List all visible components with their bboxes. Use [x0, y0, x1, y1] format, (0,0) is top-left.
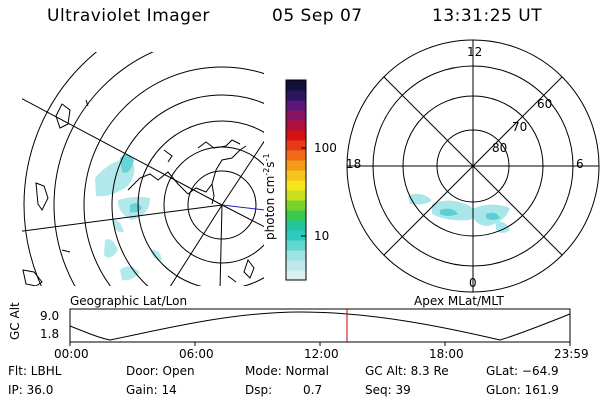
gain-status: Gain: 14	[126, 383, 177, 397]
aurora-emission-right	[408, 193, 510, 233]
date-label: 05 Sep 07	[272, 6, 363, 26]
timeline-ymin: 1.8	[40, 327, 60, 341]
dsp-value: 0.7	[303, 383, 323, 397]
colorbar-segment	[286, 110, 306, 121]
timeline-ymax: 9.0	[40, 309, 60, 323]
mlat-label-70: 70	[512, 120, 528, 134]
timeline-tick-2: 12:00	[304, 347, 339, 361]
meridian-lines	[22, 98, 264, 286]
coastlines	[22, 99, 255, 286]
colorbar-segment	[286, 150, 306, 161]
colorbar-segment	[286, 200, 306, 211]
polar-plot	[346, 39, 600, 293]
aurora-emission-left	[95, 154, 162, 281]
time-label: 13:31:25 UT	[432, 6, 543, 26]
colorbar-segment	[286, 80, 306, 91]
filter-status: Flt: LBHL	[8, 364, 62, 378]
timeline-tick-0: 00:00	[54, 347, 89, 361]
colorbar-segment	[286, 240, 306, 251]
colorbar-segment	[286, 100, 306, 111]
mlt-label-18: 18	[346, 157, 362, 171]
colorbar-segment	[286, 90, 306, 101]
colorbar-segment	[286, 130, 306, 141]
instrument-title: Ultraviolet Imager	[47, 6, 210, 26]
right-panel-caption: Apex MLat/MLT	[414, 294, 504, 308]
colorbar-segment	[286, 120, 306, 131]
seq-status: Seq: 39	[365, 383, 411, 397]
mode-status: Mode: Normal	[245, 364, 329, 378]
mlt-label-0: 0	[469, 276, 477, 290]
colorbar-tick-100: 100	[314, 141, 337, 155]
latitude-circles	[23, 52, 264, 286]
colorbar-tick-10: 10	[314, 229, 330, 243]
door-status: Door: Open	[126, 364, 195, 378]
colorbar-segment	[286, 220, 306, 231]
colorbar-segment	[286, 210, 306, 221]
geographic-map	[22, 52, 264, 286]
colorbar-segment	[286, 160, 306, 171]
mlat-label-60: 60	[537, 97, 553, 111]
colorbar-segment	[286, 140, 306, 151]
timeline-tick-1: 06:00	[179, 347, 214, 361]
mlt-label-6: 6	[576, 157, 584, 171]
colorbar-segment	[286, 260, 306, 271]
colorbar-segment	[286, 230, 306, 241]
timeline-tick-4: 23:59	[554, 347, 589, 361]
left-panel-caption: Geographic Lat/Lon	[70, 294, 188, 308]
colorbar-segment	[286, 270, 306, 281]
altitude-timeline	[69, 308, 571, 346]
glat-status: GLat: −64.9	[486, 364, 559, 378]
colorbar-units: photon cm-2s-1	[262, 153, 277, 240]
mlat-label-80: 80	[492, 141, 508, 155]
colorbar	[285, 79, 307, 281]
ip-status: IP: 36.0	[8, 383, 54, 397]
mlt-label-12: 12	[467, 45, 483, 59]
glon-status: GLon: 161.9	[486, 383, 559, 397]
colorbar-segment	[286, 170, 306, 181]
gc-alt-status: GC Alt: 8.3 Re	[365, 364, 449, 378]
colorbar-segment	[286, 180, 306, 191]
colorbar-segment	[286, 190, 306, 201]
dsp-label: Dsp:	[245, 383, 273, 397]
sun-direction-line	[221, 204, 264, 211]
timeline-axis-label: GC Alt	[8, 302, 22, 340]
colorbar-segment	[286, 250, 306, 261]
timeline-tick-3: 18:00	[429, 347, 464, 361]
